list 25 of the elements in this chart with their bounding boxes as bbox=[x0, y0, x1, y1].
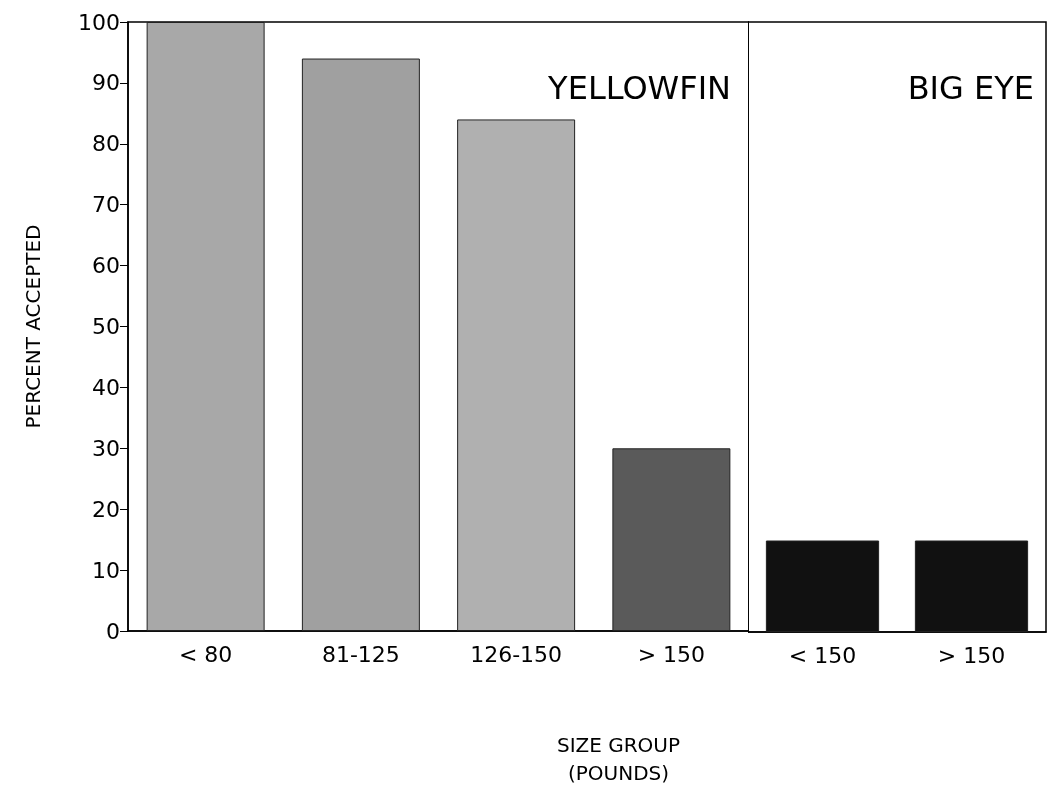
y-tick-label: 90 bbox=[92, 70, 120, 96]
x-tick-label: 81-125 bbox=[321, 641, 400, 667]
x-tick-label: 126-150 bbox=[470, 641, 563, 667]
x-axis-title: SIZE GROUP (POUNDS) bbox=[556, 733, 681, 785]
y-tick-label: 80 bbox=[92, 131, 120, 157]
y-axis-title: PERCENT ACCEPTED bbox=[21, 224, 45, 429]
annotation: BIG EYE bbox=[907, 69, 1034, 107]
bar bbox=[457, 119, 576, 631]
y-tick-label: 50 bbox=[92, 314, 120, 339]
x-tick-label: > 150 bbox=[637, 641, 706, 667]
y-tick-label: 60 bbox=[92, 253, 120, 279]
y-tick-label: 100 bbox=[78, 9, 120, 35]
y-tick-label: 70 bbox=[92, 192, 120, 218]
x-tick-label: > 150 bbox=[937, 642, 1006, 668]
y-tick-label: 10 bbox=[92, 557, 120, 583]
bar bbox=[146, 22, 265, 631]
x-tick-label: < 150 bbox=[788, 642, 857, 668]
y-tick-label: 40 bbox=[92, 374, 120, 400]
y-tick-label: 0 bbox=[106, 618, 120, 644]
annotation: YELLOWFIN bbox=[547, 69, 731, 107]
x-tick-label: < 80 bbox=[178, 641, 233, 667]
bar bbox=[301, 58, 420, 631]
y-tick-label: 30 bbox=[92, 435, 120, 461]
bar bbox=[612, 448, 731, 631]
y-tick-label: 20 bbox=[92, 496, 120, 522]
